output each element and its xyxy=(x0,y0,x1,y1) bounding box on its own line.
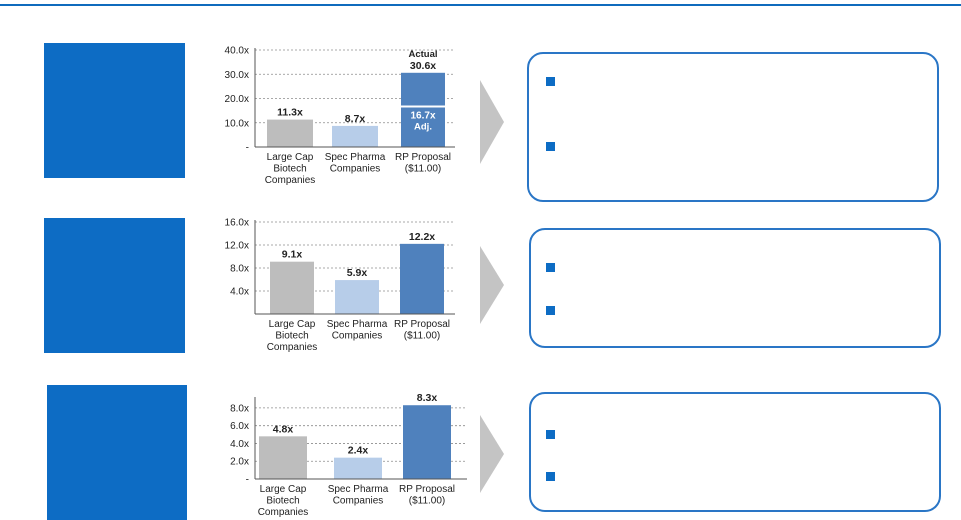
bar xyxy=(400,243,444,314)
bullet-icon xyxy=(546,77,555,86)
y-tick-label: 2.0x xyxy=(230,457,249,468)
y-tick-label: 10.0x xyxy=(225,118,249,129)
x-category-label: Spec Pharma xyxy=(327,319,388,330)
bullet-icon xyxy=(546,142,555,151)
x-category-label: Spec Pharma xyxy=(328,484,389,495)
x-category-label: ($11.00) xyxy=(404,331,441,342)
callout-box-1 xyxy=(527,52,939,202)
bar xyxy=(334,457,382,479)
x-category-label: Biotech xyxy=(266,496,299,507)
bar xyxy=(401,72,445,147)
x-category-label: ($11.00) xyxy=(405,164,442,175)
bullet-icon xyxy=(546,430,555,439)
x-category-label: Large Cap xyxy=(260,484,307,495)
callout-box-2 xyxy=(529,228,941,348)
chevron-arrow-icon-3 xyxy=(480,415,504,493)
bar xyxy=(403,405,451,479)
chevron-arrow-icon-2 xyxy=(480,246,504,324)
x-category-label: Companies xyxy=(333,496,384,507)
bar xyxy=(332,125,378,147)
bar xyxy=(259,436,307,479)
bullet-icon xyxy=(546,472,555,481)
y-tick-label: 40.0x xyxy=(225,46,249,57)
x-category-label: RP Proposal xyxy=(395,152,451,163)
top-rule xyxy=(0,4,961,6)
bullet-icon xyxy=(546,306,555,315)
chevron-arrow-icon-1 xyxy=(480,80,504,164)
x-category-label: RP Proposal xyxy=(394,319,450,330)
x-category-label: RP Proposal xyxy=(399,484,455,495)
side-block-3 xyxy=(47,385,187,520)
y-tick-label: 8.0x xyxy=(230,403,249,414)
side-block-2 xyxy=(44,218,185,353)
y-tick-label: 8.0x xyxy=(230,264,249,275)
x-category-label: Biotech xyxy=(275,331,308,342)
y-tick-label: 4.0x xyxy=(230,287,249,298)
y-tick-label: - xyxy=(246,475,249,486)
bar-value-label: 9.1x xyxy=(282,249,303,261)
x-category-label: Companies xyxy=(265,175,316,186)
bar-value-label: 12.2x xyxy=(409,231,435,243)
bar xyxy=(270,261,314,314)
bar xyxy=(267,119,313,147)
bar-value-label: 11.3x xyxy=(277,107,303,119)
bar-value-label: 2.4x xyxy=(348,445,369,457)
bar-value-label: 5.9x xyxy=(347,267,368,279)
y-tick-label: 30.0x xyxy=(225,70,249,81)
y-tick-label: 6.0x xyxy=(230,421,249,432)
bar-value-label: 4.8x xyxy=(273,423,294,435)
bar-value-label: 8.3x xyxy=(417,392,438,404)
y-tick-label: 4.0x xyxy=(230,439,249,450)
x-category-label: ($11.00) xyxy=(409,496,446,507)
x-category-label: Large Cap xyxy=(269,319,316,330)
bar-top-label: Actual xyxy=(408,49,437,60)
y-tick-label: 20.0x xyxy=(225,94,249,105)
bar-value-label: 30.6x xyxy=(410,60,436,72)
y-tick-label: 12.0x xyxy=(225,241,249,252)
bullet-icon xyxy=(546,263,555,272)
side-block-1 xyxy=(44,43,185,178)
x-category-label: Companies xyxy=(330,164,381,175)
x-category-label: Biotech xyxy=(273,164,306,175)
segment-sub-label: Adj. xyxy=(414,122,432,133)
callout-box-3 xyxy=(529,392,941,512)
y-tick-label: - xyxy=(246,143,249,154)
y-tick-label: 16.0x xyxy=(225,218,249,229)
x-category-label: Companies xyxy=(258,507,309,518)
bar xyxy=(335,280,379,314)
x-category-label: Companies xyxy=(332,331,383,342)
bar-value-label: 8.7x xyxy=(345,113,366,125)
bar-chart-1: - 10.0x 20.0x 30.0x 40.0x 11.3x Large CapBiote… xyxy=(225,46,455,186)
x-category-label: Spec Pharma xyxy=(325,152,386,163)
x-category-label: Companies xyxy=(267,342,318,353)
x-category-label: Large Cap xyxy=(267,152,314,163)
segment-value-label: 16.7x xyxy=(410,111,435,122)
